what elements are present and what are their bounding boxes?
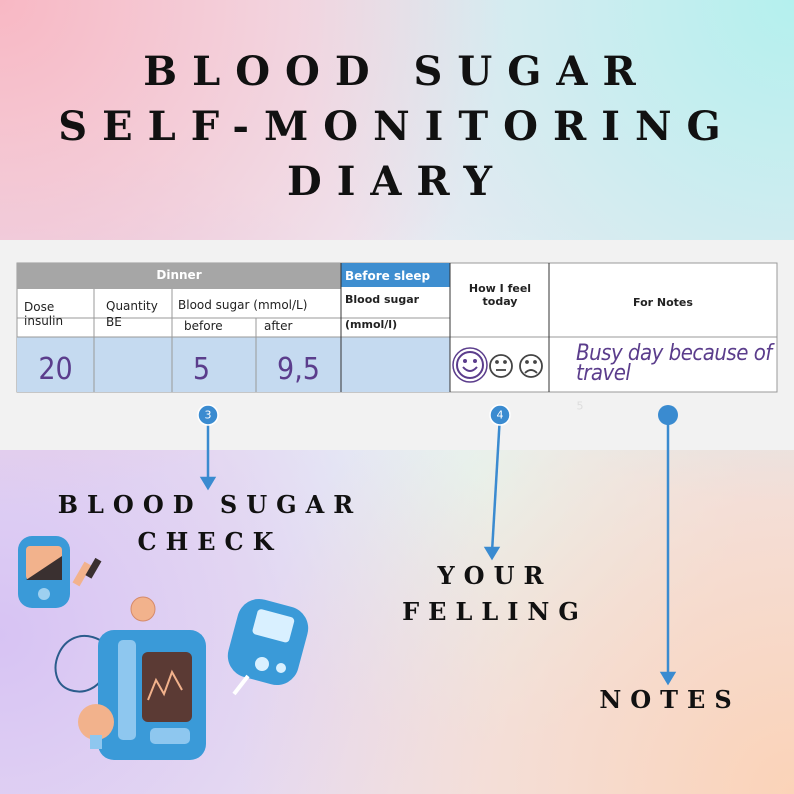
face-sad bbox=[519, 354, 543, 378]
sleep-header-bg bbox=[341, 263, 450, 287]
before-sleep-unit: (mmol/l) bbox=[345, 318, 398, 331]
glucometer-illustration bbox=[227, 598, 309, 696]
grid bbox=[17, 263, 777, 392]
feel-header: How I feel today bbox=[468, 282, 532, 308]
pump-illustration bbox=[54, 596, 206, 760]
callout-arrows bbox=[197, 404, 678, 686]
after-header: after bbox=[264, 319, 293, 333]
dinner-header-bg bbox=[17, 263, 341, 289]
callout-number: 3 bbox=[205, 409, 212, 422]
face-happy bbox=[452, 347, 488, 383]
title-line: BLOOD SUGAR bbox=[143, 48, 651, 95]
before-value: 5 bbox=[192, 352, 210, 387]
blood-sugar-header: Blood sugar (mmol/L) bbox=[178, 298, 308, 312]
callout-number: 4 bbox=[497, 409, 504, 422]
data-row-bg bbox=[17, 337, 450, 392]
meter-illustration bbox=[18, 536, 102, 608]
callout-number: 5 bbox=[577, 400, 584, 413]
callout-label: FELLING bbox=[402, 597, 588, 626]
before-header: before bbox=[184, 319, 223, 333]
quantity-header: Quantity BE bbox=[106, 299, 158, 329]
title-line: SELF-MONITORING bbox=[58, 103, 736, 150]
before-sleep-header: Before sleep bbox=[345, 269, 431, 283]
callout-label: YOUR bbox=[437, 561, 553, 590]
before-sleep-sub: Blood sugar bbox=[345, 293, 420, 306]
callout-label: NOTES bbox=[599, 685, 741, 714]
after-value: 9,5 bbox=[277, 352, 320, 387]
dinner-header: Dinner bbox=[156, 268, 202, 282]
dose-header: Dose insulin bbox=[24, 300, 64, 328]
face-neutral bbox=[489, 354, 513, 378]
callout-label: BLOOD SUGAR bbox=[57, 490, 363, 519]
callout-label: CHECK bbox=[137, 527, 283, 556]
dose-value: 20 bbox=[38, 352, 73, 387]
note-value: Busy day because of travel bbox=[576, 341, 772, 386]
notes-header: For Notes bbox=[633, 296, 693, 309]
title-line: DIARY bbox=[287, 158, 507, 205]
